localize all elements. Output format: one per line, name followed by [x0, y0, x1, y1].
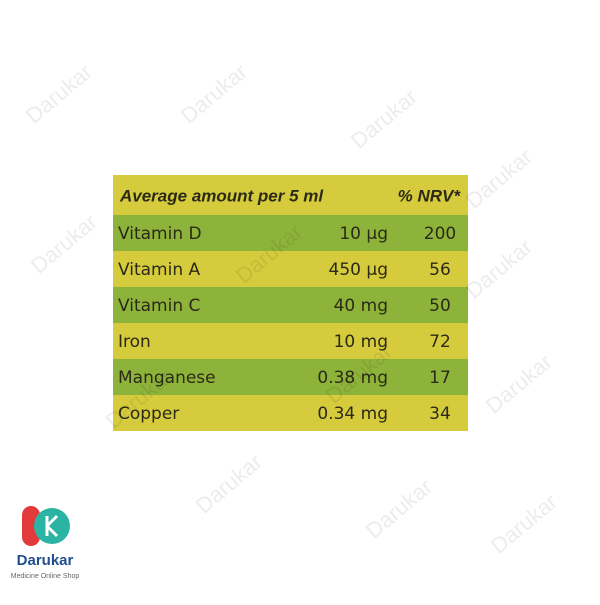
logo-icon [22, 506, 70, 546]
amount: 0.38 mg [317, 368, 388, 388]
nutrient-name: Manganese [118, 368, 216, 388]
table-row [113, 287, 468, 323]
logo-pill [22, 506, 40, 546]
nutrient-name: Iron [118, 332, 151, 352]
nutrition-table: Average amount per 5 ml % NRV* Vitamin D 10… [113, 186, 468, 431]
amount: 40 mg [334, 296, 388, 316]
table-row [113, 323, 468, 359]
logo-circle [34, 508, 70, 544]
table-row [113, 359, 468, 395]
nrv: 50 [429, 296, 451, 316]
nrv: 200 [424, 224, 456, 244]
header-cell: % NRV* [398, 186, 462, 205]
nrv: 72 [429, 332, 451, 352]
amount: 10 mg [334, 332, 388, 352]
nrv: 34 [429, 404, 451, 424]
logo-tagline: Medicine Online Shop [11, 573, 80, 580]
amount: 0.34 mg [317, 404, 388, 424]
header-cell: Average amount per 5 ml [119, 186, 324, 205]
nutrient-name: Copper [118, 404, 179, 424]
nutrient-name: Vitamin C [118, 296, 200, 316]
table-row [113, 215, 468, 251]
nrv: 56 [429, 260, 451, 280]
amount: 10 µg [339, 224, 388, 244]
table-row [113, 251, 468, 287]
nutrient-name: Vitamin A [118, 260, 201, 280]
nutrient-name: Vitamin D [118, 224, 202, 244]
logo-k [45, 514, 59, 538]
amount: 450 µg [329, 260, 388, 280]
logo-name: Darukar [17, 552, 74, 569]
table-row [113, 395, 468, 431]
nrv: 17 [429, 368, 451, 388]
